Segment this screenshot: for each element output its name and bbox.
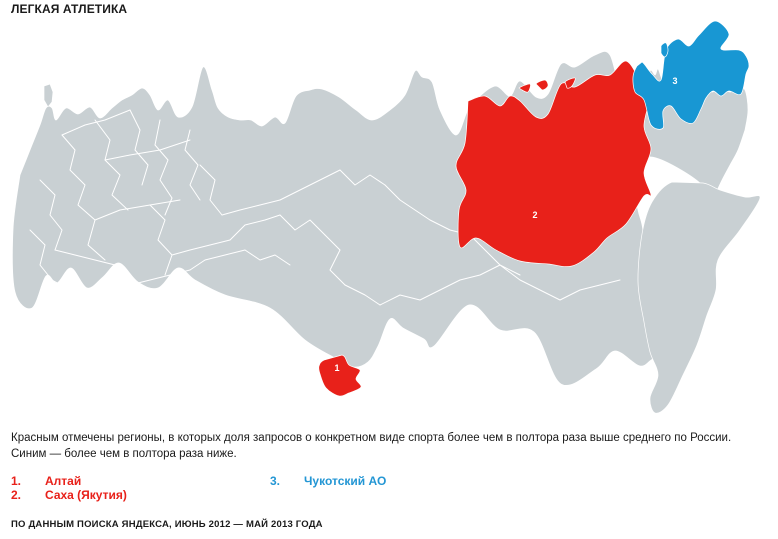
svg-text:1: 1 bbox=[334, 363, 339, 373]
svg-text:3: 3 bbox=[672, 76, 677, 86]
svg-text:2: 2 bbox=[532, 210, 537, 220]
